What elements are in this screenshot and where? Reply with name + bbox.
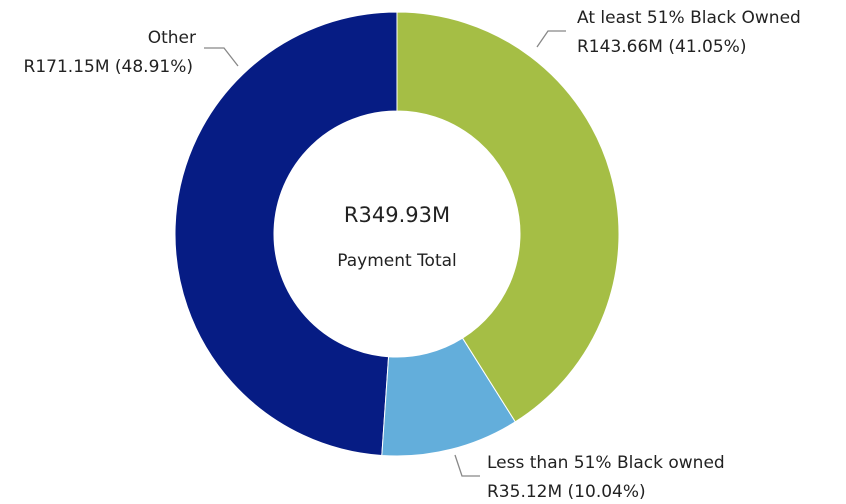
slice-name: At least 51% Black Owned: [577, 8, 801, 28]
leader-line: [454, 454, 480, 477]
slice-name: Less than 51% Black owned: [487, 453, 725, 473]
slice: [396, 11, 620, 423]
leader-line: [536, 30, 566, 48]
slice-value-label: R143.66M (41.05%): [577, 37, 746, 57]
leader-line: [204, 47, 239, 67]
center-value: R349.93M: [344, 203, 450, 227]
slice: [381, 337, 517, 457]
center-label: Payment Total: [337, 251, 457, 271]
slice-value-label: R171.15M (48.91%): [24, 57, 193, 77]
slice: [174, 11, 398, 457]
slice-value-label: R35.12M (10.04%): [487, 482, 646, 502]
slice-name: Other: [148, 28, 196, 48]
